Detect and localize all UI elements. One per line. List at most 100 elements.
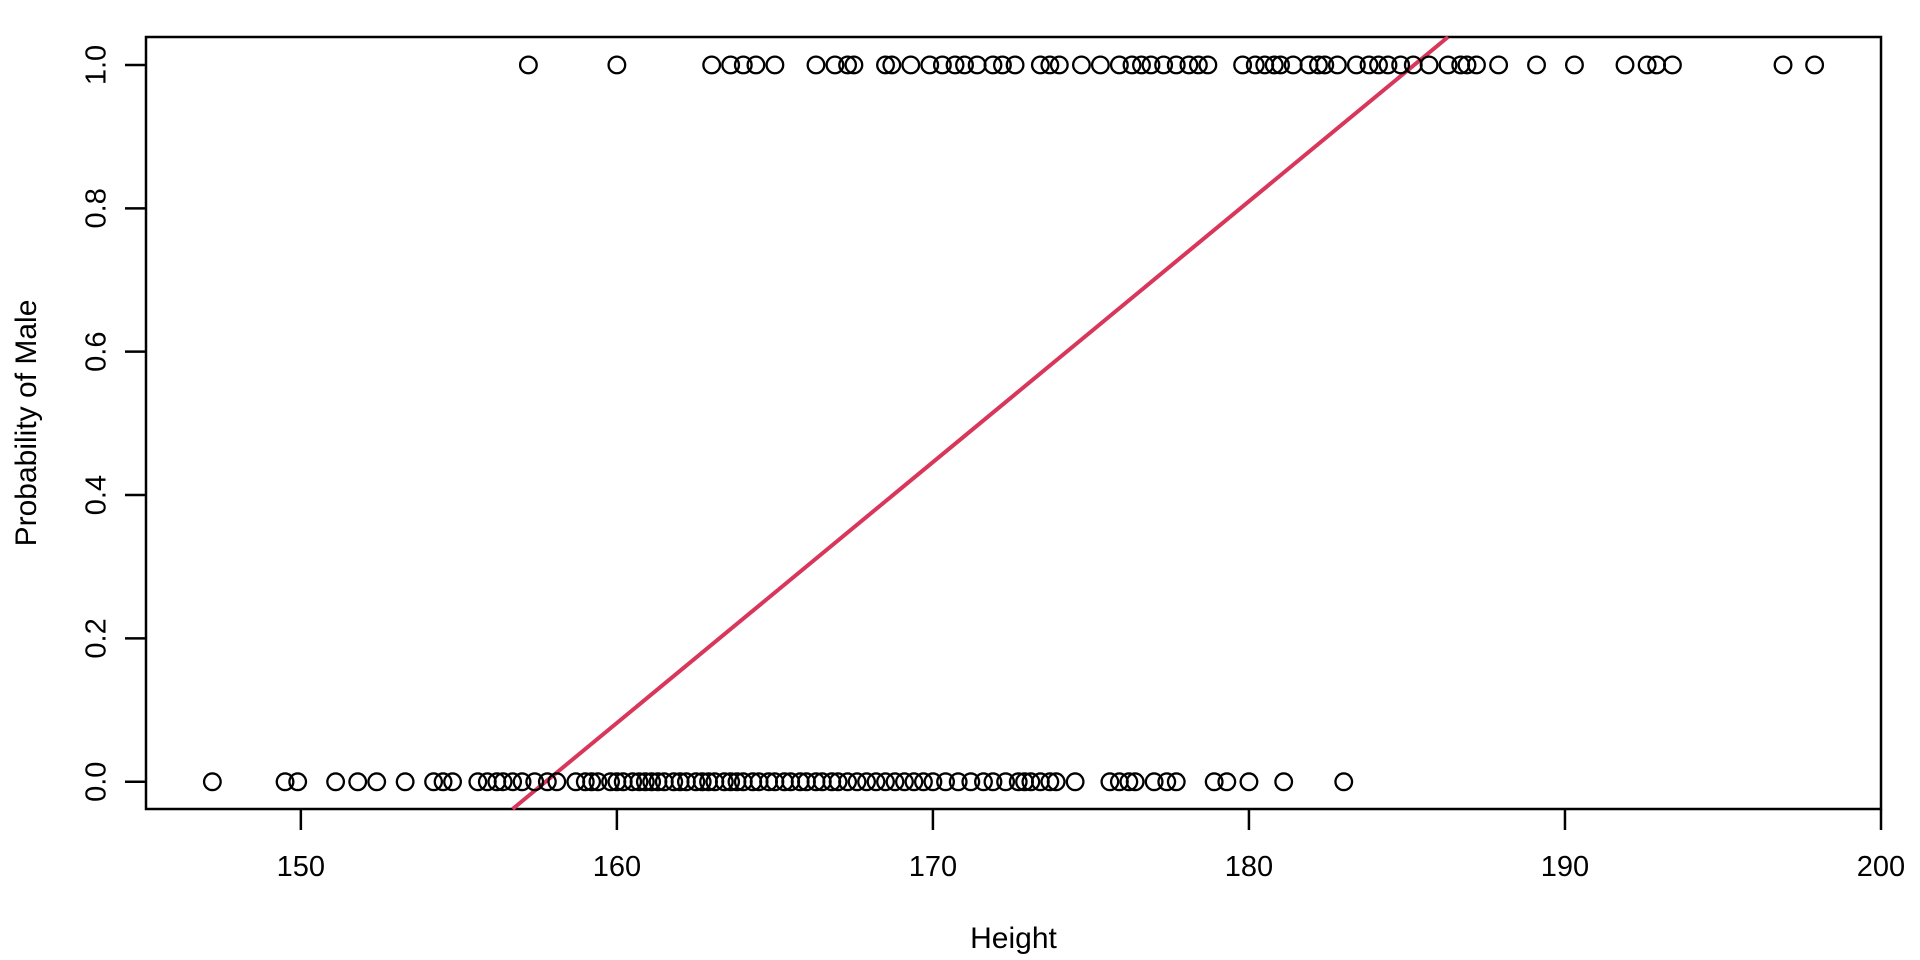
data-point bbox=[582, 772, 602, 792]
data-point bbox=[1166, 772, 1186, 792]
data-point bbox=[838, 55, 858, 75]
data-point bbox=[1334, 772, 1354, 792]
data-point bbox=[806, 55, 826, 75]
data-point bbox=[885, 772, 905, 792]
data-point bbox=[1438, 55, 1458, 75]
data-point bbox=[1040, 772, 1060, 792]
data-point bbox=[664, 772, 684, 792]
data-point bbox=[825, 55, 845, 75]
data-point bbox=[1264, 55, 1284, 75]
data-point bbox=[765, 55, 785, 75]
data-point bbox=[1239, 772, 1259, 792]
data-point bbox=[920, 55, 940, 75]
y-tick-label: 0.0 bbox=[81, 762, 113, 802]
data-point bbox=[493, 772, 513, 792]
data-point bbox=[1071, 55, 1091, 75]
data-point bbox=[967, 55, 987, 75]
data-point bbox=[1141, 55, 1161, 75]
y-tick-label: 0.2 bbox=[81, 618, 113, 658]
data-point bbox=[1109, 55, 1129, 75]
data-point bbox=[547, 772, 567, 792]
data-point bbox=[395, 772, 415, 792]
data-point bbox=[588, 772, 608, 792]
data-point bbox=[433, 772, 453, 792]
data-point bbox=[1049, 55, 1069, 75]
data-point bbox=[1154, 55, 1174, 75]
data-point bbox=[601, 772, 621, 792]
data-point bbox=[1157, 772, 1177, 792]
data-point bbox=[945, 55, 965, 75]
data-point bbox=[1467, 55, 1486, 75]
data-point bbox=[721, 772, 741, 792]
data-point bbox=[635, 772, 655, 792]
data-point bbox=[733, 55, 753, 75]
data-point bbox=[876, 772, 895, 792]
data-point bbox=[1179, 55, 1199, 75]
data-point bbox=[537, 772, 557, 792]
data-point bbox=[566, 772, 586, 792]
data-point bbox=[623, 772, 643, 792]
data-point bbox=[1144, 772, 1164, 792]
data-point bbox=[607, 55, 627, 75]
data-point bbox=[1233, 55, 1253, 75]
data-point bbox=[288, 772, 308, 792]
data-point bbox=[948, 772, 968, 792]
data-point bbox=[904, 772, 924, 792]
data-point bbox=[512, 772, 532, 792]
data-point bbox=[1008, 772, 1028, 792]
data-point bbox=[1109, 772, 1129, 792]
data-point bbox=[1245, 55, 1265, 75]
y-tick-label: 0.4 bbox=[81, 475, 113, 515]
data-point bbox=[525, 772, 545, 792]
data-point bbox=[844, 55, 864, 75]
data-point bbox=[847, 772, 867, 792]
data-point bbox=[1274, 772, 1294, 792]
data-point bbox=[692, 772, 712, 792]
x-tick-label: 200 bbox=[1857, 851, 1905, 883]
y-tick-label: 0.8 bbox=[81, 188, 113, 228]
data-point bbox=[721, 55, 741, 75]
data-point bbox=[575, 772, 595, 792]
data-point bbox=[1662, 55, 1682, 75]
data-point bbox=[1637, 55, 1657, 75]
data-point bbox=[202, 772, 222, 792]
data-point bbox=[1021, 772, 1041, 792]
data-point bbox=[1217, 772, 1237, 792]
data-point bbox=[828, 772, 848, 792]
regression-line bbox=[511, 35, 1450, 811]
data-point bbox=[838, 772, 858, 792]
data-point bbox=[1119, 772, 1139, 792]
data-point bbox=[424, 772, 444, 792]
data-point bbox=[1005, 55, 1025, 75]
data-point bbox=[1046, 772, 1066, 792]
data-point bbox=[1299, 55, 1319, 75]
data-point bbox=[326, 772, 346, 792]
data-point bbox=[1271, 55, 1290, 75]
data-point bbox=[983, 55, 1003, 75]
data-point bbox=[1346, 55, 1366, 75]
data-point bbox=[1805, 55, 1825, 75]
data-point bbox=[1065, 772, 1085, 792]
y-axis-title: Probability of Male bbox=[10, 299, 43, 547]
data-point bbox=[1315, 55, 1335, 75]
x-tick-label: 150 bbox=[277, 851, 325, 883]
data-point bbox=[1198, 55, 1218, 75]
data-point bbox=[1773, 55, 1793, 75]
y-tick-label: 0.6 bbox=[81, 332, 113, 372]
data-point bbox=[1327, 55, 1347, 75]
plot-border bbox=[144, 35, 1883, 811]
x-tick-label: 180 bbox=[1225, 851, 1273, 883]
data-point bbox=[901, 55, 921, 75]
data-point bbox=[1100, 772, 1120, 792]
data-point bbox=[1090, 55, 1110, 75]
data-point bbox=[367, 772, 387, 792]
data-point bbox=[686, 772, 706, 792]
data-point bbox=[882, 55, 902, 75]
data-point bbox=[1615, 55, 1635, 75]
data-point bbox=[1283, 55, 1303, 75]
data-point bbox=[857, 772, 876, 792]
x-axis-title: Height bbox=[970, 922, 1057, 955]
data-point bbox=[503, 772, 523, 792]
